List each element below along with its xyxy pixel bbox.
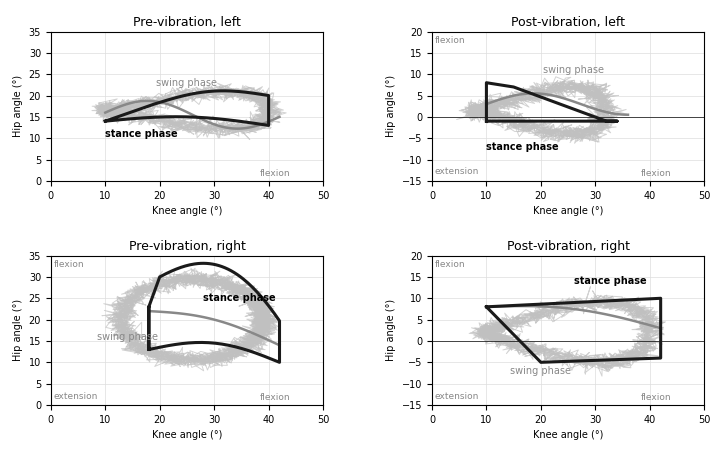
Text: flexion: flexion xyxy=(435,36,465,45)
Title: Pre-vibration, left: Pre-vibration, left xyxy=(133,16,241,29)
Text: flexion: flexion xyxy=(641,393,672,402)
Y-axis label: Hip angle (°): Hip angle (°) xyxy=(13,299,23,361)
Text: flexion: flexion xyxy=(260,169,290,178)
Text: extension: extension xyxy=(435,392,479,400)
Text: swing phase: swing phase xyxy=(543,65,604,75)
Y-axis label: Hip angle (°): Hip angle (°) xyxy=(386,75,396,137)
Y-axis label: Hip angle (°): Hip angle (°) xyxy=(13,75,23,137)
Y-axis label: Hip angle (°): Hip angle (°) xyxy=(386,299,396,361)
Text: flexion: flexion xyxy=(641,169,672,178)
X-axis label: Knee angle (°): Knee angle (°) xyxy=(533,206,603,216)
X-axis label: Knee angle (°): Knee angle (°) xyxy=(152,206,222,216)
Text: swing phase: swing phase xyxy=(97,332,158,342)
Text: stance phase: stance phase xyxy=(574,276,646,286)
Text: stance phase: stance phase xyxy=(486,142,559,152)
Title: Pre-vibration, right: Pre-vibration, right xyxy=(129,240,245,253)
Title: Post-vibration, right: Post-vibration, right xyxy=(507,240,629,253)
Title: Post-vibration, left: Post-vibration, left xyxy=(511,16,625,29)
Text: stance phase: stance phase xyxy=(105,129,178,139)
X-axis label: Knee angle (°): Knee angle (°) xyxy=(533,430,603,440)
X-axis label: Knee angle (°): Knee angle (°) xyxy=(152,430,222,440)
Text: stance phase: stance phase xyxy=(203,293,276,303)
Text: extension: extension xyxy=(435,167,479,176)
Text: swing phase: swing phase xyxy=(156,78,218,88)
Text: flexion: flexion xyxy=(54,260,84,269)
Text: extension: extension xyxy=(54,392,98,400)
Text: swing phase: swing phase xyxy=(510,366,571,376)
Text: flexion: flexion xyxy=(435,260,465,269)
Text: flexion: flexion xyxy=(260,393,290,402)
